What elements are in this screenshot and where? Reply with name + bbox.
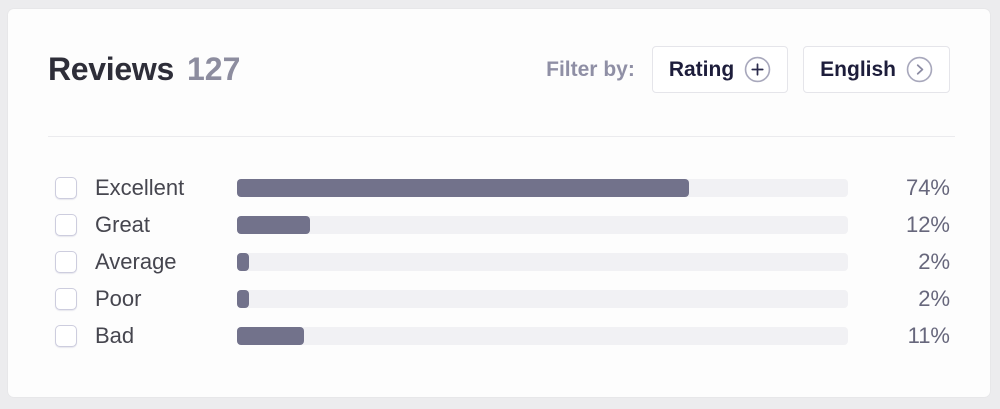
bar-fill	[237, 178, 690, 197]
rating-row-poor: Poor 2%	[8, 280, 990, 317]
plus-circle-icon	[744, 56, 771, 83]
rating-row-label: Poor	[95, 285, 142, 311]
checkbox-great[interactable]	[55, 213, 77, 236]
review-count: 127	[186, 51, 241, 87]
bar-track	[237, 289, 848, 308]
bar-fill	[237, 289, 250, 308]
bar-track	[237, 326, 848, 345]
checkbox-average[interactable]	[55, 250, 77, 273]
rating-row-excellent: Excellent 74%	[8, 169, 990, 206]
bar-fill	[237, 215, 311, 234]
bar-track	[237, 178, 848, 197]
filter-rating-label: Rating	[668, 57, 735, 81]
rating-row-label: Great	[95, 211, 151, 237]
bar-fill	[237, 252, 250, 271]
rating-percent: 74%	[905, 174, 950, 200]
rating-percent: 12%	[905, 211, 950, 237]
rating-rows: Excellent 74% Great 12% Average 2% Poor …	[8, 169, 990, 354]
filter-group: Filter by: Rating English	[546, 46, 950, 93]
rating-row-average: Average 2%	[8, 243, 990, 280]
filter-rating-button[interactable]: Rating	[651, 46, 789, 93]
title-group: Reviews 127	[48, 51, 240, 88]
rating-row-label: Average	[95, 248, 177, 274]
rating-row-label: Excellent	[95, 174, 185, 200]
header: Reviews 127 Filter by: Rating English	[48, 46, 950, 93]
rating-percent: 2%	[918, 248, 950, 274]
bar-track	[237, 215, 848, 234]
filter-language-label: English	[820, 57, 896, 81]
rating-row-bad: Bad 11%	[8, 317, 990, 354]
rating-row-great: Great 12%	[8, 206, 990, 243]
reviews-card: Reviews 127 Filter by: Rating English	[8, 9, 990, 397]
rating-row-label: Bad	[95, 322, 135, 348]
rating-percent: 11%	[907, 322, 950, 348]
filter-by-label: Filter by:	[546, 57, 635, 81]
divider	[48, 136, 955, 137]
page-title: Reviews	[48, 51, 174, 87]
chevron-right-circle-icon	[906, 56, 933, 83]
checkbox-excellent[interactable]	[55, 176, 77, 199]
filter-language-button[interactable]: English	[803, 46, 950, 93]
checkbox-bad[interactable]	[55, 324, 77, 347]
bar-track	[237, 252, 848, 271]
bar-fill	[237, 326, 305, 345]
rating-percent: 2%	[918, 285, 950, 311]
checkbox-poor[interactable]	[55, 287, 77, 310]
